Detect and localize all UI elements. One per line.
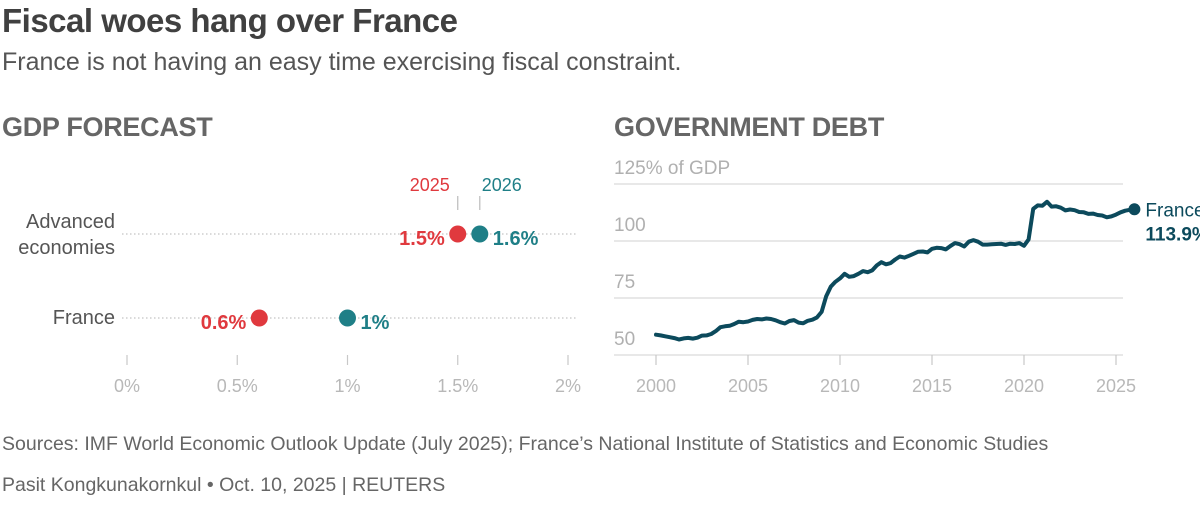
- debt-y-tick-label: 75: [614, 272, 635, 293]
- gdp-x-tick-label: 1.5%: [437, 376, 478, 396]
- row-label-line: France: [53, 307, 115, 329]
- debt-x-tick-label: 2025: [1096, 376, 1136, 396]
- row-label-line: Advanced: [26, 211, 115, 233]
- value-label-2025: 1.5%: [399, 228, 445, 250]
- dot-2026: [471, 225, 489, 243]
- debt-line-france: [654, 199, 1137, 342]
- debt-y-tick-label: 50: [614, 329, 635, 350]
- debt-x-tick-label: 2010: [820, 376, 860, 396]
- debt-end-label-name: France: [1145, 200, 1200, 221]
- page-title: Fiscal woes hang over France: [2, 2, 458, 39]
- legend-label-2026: 2026: [482, 175, 522, 195]
- debt-x-tick-label: 2020: [1004, 376, 1044, 396]
- debt-x-tick-label: 2005: [728, 376, 768, 396]
- debt-x-tick-label: 2000: [636, 376, 676, 396]
- page-subtitle: France is not having an easy time exerci…: [2, 48, 682, 76]
- gdp-forecast-chart: 0% 0.5% 1% 1.5% 2% 2025 2026 Advanced economies 1…: [18, 175, 581, 396]
- value-label-2026: 1%: [361, 312, 390, 334]
- dot-2026: [339, 309, 356, 327]
- government-debt-chart: 50 75 100 125% of GDP 2000 2005 2010 2015 2020 20…: [614, 158, 1200, 396]
- debt-x-tick-label: 2015: [912, 376, 952, 396]
- row-label-line: economies: [18, 237, 115, 259]
- legend-label-2025: 2025: [410, 175, 450, 195]
- value-label-2025: 0.6%: [201, 312, 247, 334]
- gdp-x-tick-label: 2%: [555, 376, 581, 396]
- gdp-x-tick-label: 0.5%: [217, 376, 258, 396]
- byline: Pasit Kongkunakornkul • Oct. 10, 2025 | …: [2, 474, 446, 496]
- gdp-x-tick-label: 0%: [114, 376, 140, 396]
- dot-2025: [250, 309, 268, 327]
- dot-2025: [449, 225, 467, 243]
- debt-y-tick-label: 125% of GDP: [614, 158, 730, 179]
- row-label-advanced-economies: Advanced economies: [18, 211, 115, 259]
- row-label-france: France: [53, 307, 115, 329]
- debt-y-tick-label: 100: [614, 215, 646, 236]
- debt-chart-title: GOVERNMENT DEBT: [614, 112, 885, 142]
- gdp-x-tick-label: 1%: [334, 376, 360, 396]
- gdp-chart-title: GDP FORECAST: [2, 112, 213, 142]
- debt-end-label-value: 113.9%: [1145, 224, 1200, 245]
- value-label-2026: 1.6%: [493, 228, 539, 250]
- debt-end-point: [1128, 203, 1141, 216]
- sources-note: Sources: IMF World Economic Outlook Upda…: [2, 433, 1049, 455]
